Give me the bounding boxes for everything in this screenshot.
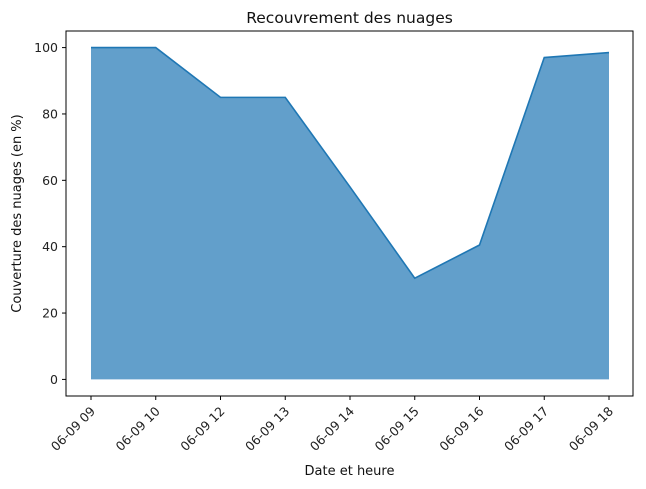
- x-tick-label: 06-09 17: [501, 404, 551, 454]
- x-tick-label: 06-09 13: [242, 404, 292, 454]
- y-tick-label: 100: [34, 40, 58, 55]
- chart-marks: [91, 46, 610, 380]
- y-axis-label: Couverture des nuages (en %): [10, 114, 25, 312]
- y-tick-label: 40: [42, 239, 58, 254]
- y-tick-label: 20: [42, 306, 58, 321]
- x-tick-label: 06-09 12: [177, 404, 227, 454]
- y-axis: 0 20 40 60 80 100: [34, 40, 66, 387]
- x-tick-label: 06-09 14: [307, 403, 357, 453]
- x-tick-label: 06-09 15: [372, 404, 422, 454]
- y-tick-label: 0: [50, 372, 58, 387]
- x-axis: 06-09 09 06-09 10 06-09 12 06-09 13 06-09 14…: [48, 396, 616, 454]
- chart-title: Recouvrement des nuages: [246, 9, 453, 27]
- x-tick-label: 06-09 10: [113, 403, 163, 453]
- series-line: [91, 46, 610, 280]
- y-tick-label: 60: [42, 173, 58, 188]
- x-tick-label: 06-09 16: [436, 403, 486, 453]
- x-tick-label: 06-09 18: [566, 403, 616, 453]
- x-tick-label: 06-09 09: [48, 403, 98, 453]
- y-tick-label: 80: [42, 106, 58, 121]
- area-fill: [91, 47, 609, 380]
- x-axis-label: Date et heure: [305, 464, 395, 479]
